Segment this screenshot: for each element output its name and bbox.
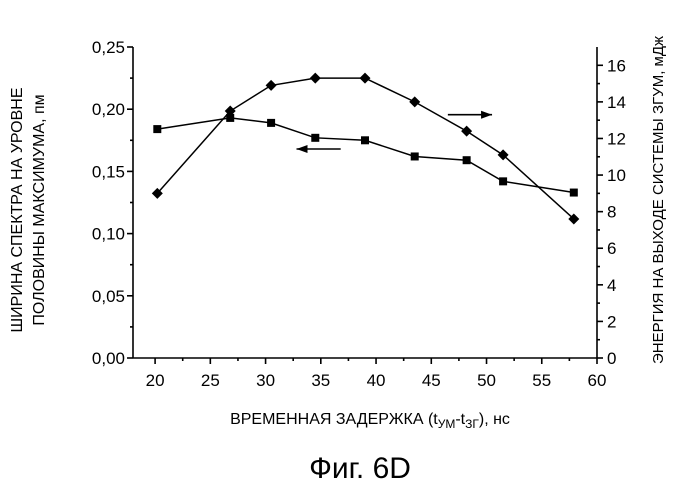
left-y-tick-label-4: 0,20 — [92, 100, 125, 119]
right-y-tick-label-4: 8 — [607, 203, 616, 222]
right-y-tick-label-3: 6 — [607, 239, 616, 258]
left-y-tick-label-2: 0,10 — [92, 225, 125, 244]
square-marker-point-6 — [463, 156, 471, 164]
x-tick-label-7: 55 — [532, 371, 551, 390]
right-axis-label: ЭНЕРГИЯ НА ВЫХОДЕ СИСТЕМЫ ЗГУМ, мДж — [650, 36, 667, 364]
left-y-tick-label-3: 0,15 — [92, 162, 125, 181]
x-axis-label-sub2: ЗГ — [465, 417, 479, 431]
diamond-marker-point-5 — [409, 96, 420, 107]
x-tick-label-4: 40 — [367, 371, 386, 390]
plot-area: 2025303540455055600,000,050,100,150,200,… — [92, 38, 626, 390]
right-y-tick-label-7: 14 — [607, 93, 626, 112]
right-y-tick-label-2: 4 — [607, 276, 616, 295]
x-tick-label-5: 45 — [422, 371, 441, 390]
diamond-marker-point-6 — [461, 126, 472, 137]
arrow-left-head — [297, 145, 308, 153]
square-marker-point-8 — [570, 189, 578, 197]
left-axis-label-line1: ШИРИНА СПЕКТРА НА УРОВНЕ — [9, 87, 26, 332]
right-y-tick-label-6: 12 — [607, 129, 626, 148]
square-marker-point-2 — [267, 119, 275, 127]
x-tick-label-2: 30 — [256, 371, 275, 390]
x-axis-label-mid: -t — [455, 411, 465, 428]
right-y-tick-label-5: 10 — [607, 166, 626, 185]
diamond-marker-point-3 — [310, 73, 321, 84]
right-y-tick-label-0: 0 — [607, 349, 616, 368]
x-axis-label-suffix: ), нс — [479, 411, 510, 428]
series-diamond-line — [157, 78, 573, 219]
square-marker-point-4 — [361, 136, 369, 144]
figure-caption: Фиг. 6D — [309, 452, 411, 485]
square-marker-point-5 — [411, 152, 419, 160]
diamond-marker-point-2 — [266, 80, 277, 91]
x-axis-label-sub1: УМ — [438, 417, 456, 431]
right-y-tick-label-8: 16 — [607, 56, 626, 75]
square-marker-point-0 — [153, 125, 161, 133]
series-square-line — [157, 118, 573, 193]
x-axis-label: ВРЕМЕННАЯ ЗАДЕРЖКА (tУМ-tЗГ), нс — [230, 411, 510, 431]
square-marker-point-7 — [499, 177, 507, 185]
x-tick-label-3: 35 — [311, 371, 330, 390]
left-axis-label-line2: ПОЛОВИНЫ МАКСИМУМА, пм — [31, 94, 48, 325]
x-tick-label-1: 25 — [201, 371, 220, 390]
left-y-tick-label-5: 0,25 — [92, 38, 125, 57]
x-tick-label-6: 50 — [477, 371, 496, 390]
x-axis-label-prefix: ВРЕМЕННАЯ ЗАДЕРЖКА (t — [230, 411, 438, 428]
x-tick-label-0: 20 — [146, 371, 165, 390]
left-y-tick-label-0: 0,00 — [92, 349, 125, 368]
square-marker-point-3 — [311, 134, 319, 142]
left-y-tick-label-1: 0,05 — [92, 287, 125, 306]
right-y-tick-label-1: 2 — [607, 312, 616, 331]
arrow-right-head — [481, 111, 492, 119]
x-tick-label-8: 60 — [588, 371, 607, 390]
diamond-marker-point-4 — [360, 73, 371, 84]
